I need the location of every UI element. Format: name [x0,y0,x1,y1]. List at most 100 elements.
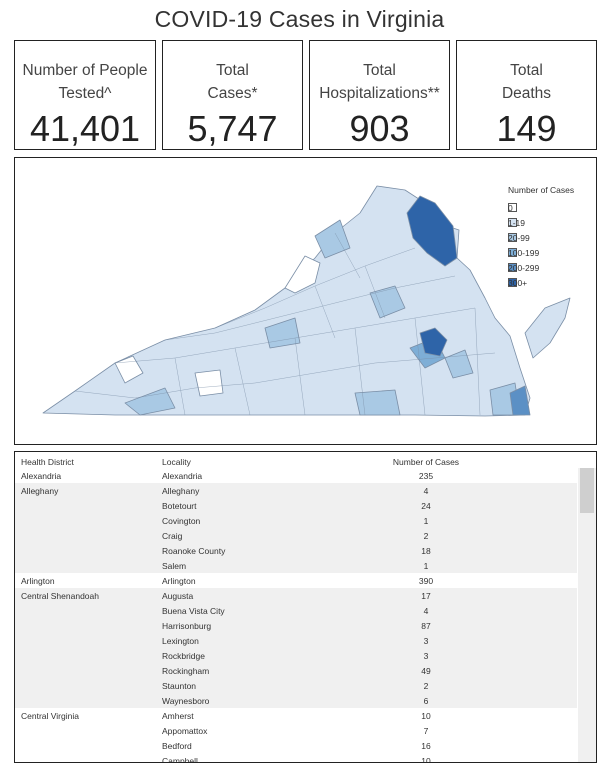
cell-locality: Bedford [162,741,192,751]
table-row[interactable]: Lexington 3 [15,633,577,648]
cell-locality: Harrisonburg [162,621,212,631]
people-tested-value: 41,401 [29,108,141,149]
table-row[interactable]: Arlington Arlington 390 [15,573,577,588]
table-row[interactable]: Staunton 2 [15,678,577,693]
table-row[interactable]: Alleghany Alleghany 4 [15,483,577,498]
cell-locality: Augusta [162,591,194,601]
header-number-of-cases[interactable]: Number of Cases [392,457,460,467]
table-row[interactable]: Campbell 10 [15,753,577,762]
total-cases-label: Total Cases* [207,62,258,102]
map-county-borders [74,232,496,416]
cell-number-of-cases: 2 [423,531,429,541]
legend-item[interactable]: 1-19 [508,215,574,230]
table-row[interactable]: Bedford 16 [15,738,577,753]
table-body: Alexandria Alexandria 235 Alleghany Alleghan… [15,468,577,762]
cell-locality: Alleghany [162,486,200,496]
cell-locality: Arlington [162,576,196,586]
table-row[interactable]: Alexandria Alexandria 235 [15,468,577,483]
legend-title: Number of Cases [508,185,575,195]
total-hospitalizations-label: Total Hospitalizations** [319,62,440,102]
cases-table: Health District Locality Number of Cases… [14,451,597,763]
cell-number-of-cases: 1 [423,561,429,571]
legend-item[interactable]: 100-199 [508,245,574,260]
district-group: Alexandria Alexandria 235 [15,468,577,483]
cell-locality: Campbell [162,756,198,762]
table-row[interactable]: Salem 1 [15,558,577,573]
cell-health-district: Central Shenandoah [21,591,99,601]
table-row[interactable]: Rockingham 49 [15,663,577,678]
cell-number-of-cases: 87 [421,621,431,631]
virginia-choropleth-map[interactable] [15,158,597,445]
table-row[interactable]: Appomattox 7 [15,723,577,738]
cell-locality: Buena Vista City [162,606,225,616]
legend-item[interactable]: 0 [508,200,574,215]
table-header: Health District Locality Number of Cases [15,452,596,468]
district-group: Alleghany Alleghany 4 Botetourt 24 Covington 1… [15,483,577,573]
legend-item[interactable]: 200-299 [508,260,574,275]
cell-number-of-cases: 2 [423,681,429,691]
table-row[interactable]: Waynesboro 6 [15,693,577,708]
table-scrollbar[interactable] [578,468,596,762]
map-county-mid-3 [354,389,401,416]
cell-locality: Roanoke County [162,546,226,556]
virginia-map-panel: Number of Cases 0 1-19 20-99 100-199 200… [14,157,597,445]
legend-swatch [508,218,517,227]
cell-locality: Botetourt [162,501,197,511]
cell-locality: Salem [162,561,187,571]
scrollbar-thumb[interactable] [580,468,594,513]
map-eastern-shore [524,297,571,359]
cell-locality: Waynesboro [162,696,210,706]
table-row[interactable]: Covington 1 [15,513,577,528]
header-locality[interactable]: Locality [162,457,191,467]
cell-locality: Alexandria [162,471,203,481]
cell-locality: Covington [162,516,201,526]
map-county-zero-2 [114,355,144,384]
table-row[interactable]: Central Shenandoah Augusta 17 [15,588,577,603]
legend-label: 0 [508,203,513,213]
legend-swatch [508,203,517,212]
cell-number-of-cases: 235 [418,471,434,481]
district-group: Arlington Arlington 390 [15,573,577,588]
cell-number-of-cases: 390 [418,576,434,586]
table-row[interactable]: Central Virginia Amherst 10 [15,708,577,723]
cell-locality: Rockbridge [162,651,205,661]
legend-item[interactable]: 20-99 [508,230,574,245]
legend-label: 200-299 [508,263,540,273]
map-legend: Number of Cases 0 1-19 20-99 100-199 200… [508,185,574,290]
cell-number-of-cases: 24 [421,501,431,511]
cell-locality: Staunton [162,681,197,691]
cell-number-of-cases: 4 [423,486,429,496]
cell-number-of-cases: 10 [421,711,431,721]
map-county-mid-1 [124,387,176,416]
table-row[interactable]: Craig 2 [15,528,577,543]
total-cases-value: 5,747 [187,108,278,149]
total-hospitalizations-card: Total Hospitalizations** 903 [309,40,450,150]
cell-number-of-cases: 16 [421,741,431,751]
legend-item[interactable]: 300+ [508,275,574,290]
map-county-mid-6 [369,285,406,319]
cell-number-of-cases: 4 [423,606,429,616]
map-county-mid-5 [314,219,351,259]
map-county-mid-7 [444,349,474,379]
people-tested-label: Number of People Tested^ [22,62,148,102]
cell-number-of-cases: 3 [423,636,429,646]
table-row[interactable]: Buena Vista City 4 [15,603,577,618]
cell-number-of-cases: 7 [423,726,429,736]
header-health-district[interactable]: Health District [21,457,74,467]
map-county-zero-1 [284,255,321,294]
table-row[interactable]: Harrisonburg 87 [15,618,577,633]
cell-health-district: Arlington [21,576,55,586]
table-row[interactable]: Roanoke County 18 [15,543,577,558]
page-title: COVID-19 Cases in Virginia [154,6,445,32]
map-state-body [42,185,531,417]
legend-swatch [508,233,517,242]
district-group: Central Virginia Amherst 10 Appomattox 7 Bedf… [15,708,577,762]
legend-label: 20-99 [508,233,530,243]
cell-locality: Amherst [162,711,194,721]
cell-number-of-cases: 6 [423,696,429,706]
district-group: Central Shenandoah Augusta 17 Buena Vista C… [15,588,577,708]
table-row[interactable]: Botetourt 24 [15,498,577,513]
map-county-zero-3 [194,369,224,397]
cell-health-district: Central Virginia [21,711,79,721]
table-row[interactable]: Rockbridge 3 [15,648,577,663]
